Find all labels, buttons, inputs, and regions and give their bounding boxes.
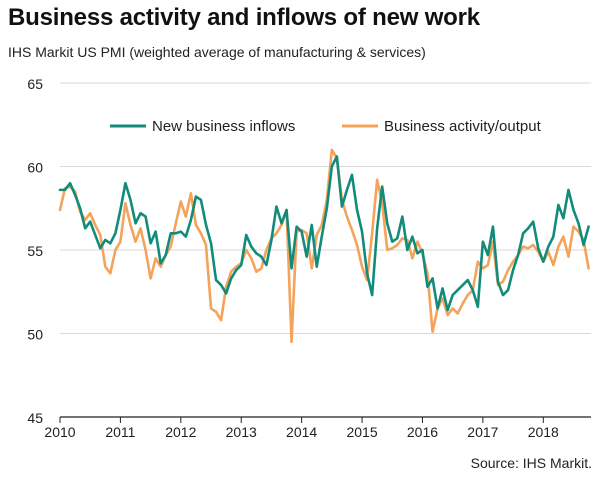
legend: New business inflows Business activity/ou…	[110, 118, 542, 135]
series-line-business-activity	[58, 148, 590, 344]
x-tick-label: 2010	[44, 424, 75, 440]
x-axis: 2010 2011 2012 2013 2014 2015 2016 2017 2018	[44, 416, 591, 440]
x-tick-label: 2011	[105, 424, 135, 440]
y-tick-label: 45	[27, 410, 43, 426]
x-tick-label: 2016	[407, 424, 438, 440]
x-tick-label: 2015	[346, 424, 377, 440]
x-tick-label: 2017	[467, 424, 498, 440]
legend-label: New business inflows	[152, 118, 295, 135]
y-tick-label: 50	[27, 327, 43, 343]
y-tick-label: 65	[27, 76, 43, 92]
grid-layer	[60, 82, 591, 334]
chart-subtitle: IHS Markit US PMI (weighted average of m…	[8, 44, 426, 60]
y-tick-label: 60	[27, 160, 43, 176]
x-tick-label: 2014	[286, 424, 317, 440]
x-tick-label: 2013	[226, 424, 257, 440]
y-tick-label: 55	[27, 243, 43, 259]
x-tick-label: 2018	[528, 424, 559, 440]
source-note: Source: IHS Markit.	[470, 455, 592, 471]
series-line-new-business	[58, 155, 590, 312]
legend-item-business-activity: Business activity/output	[342, 118, 542, 135]
legend-item-new-business: New business inflows	[110, 118, 295, 135]
y-axis: 45 50 55 60 65	[27, 76, 43, 426]
x-tick-label: 2012	[165, 424, 196, 440]
chart-title: Business activity and inflows of new wor…	[8, 4, 480, 31]
series-layer	[58, 148, 590, 344]
legend-label: Business activity/output	[384, 118, 542, 135]
